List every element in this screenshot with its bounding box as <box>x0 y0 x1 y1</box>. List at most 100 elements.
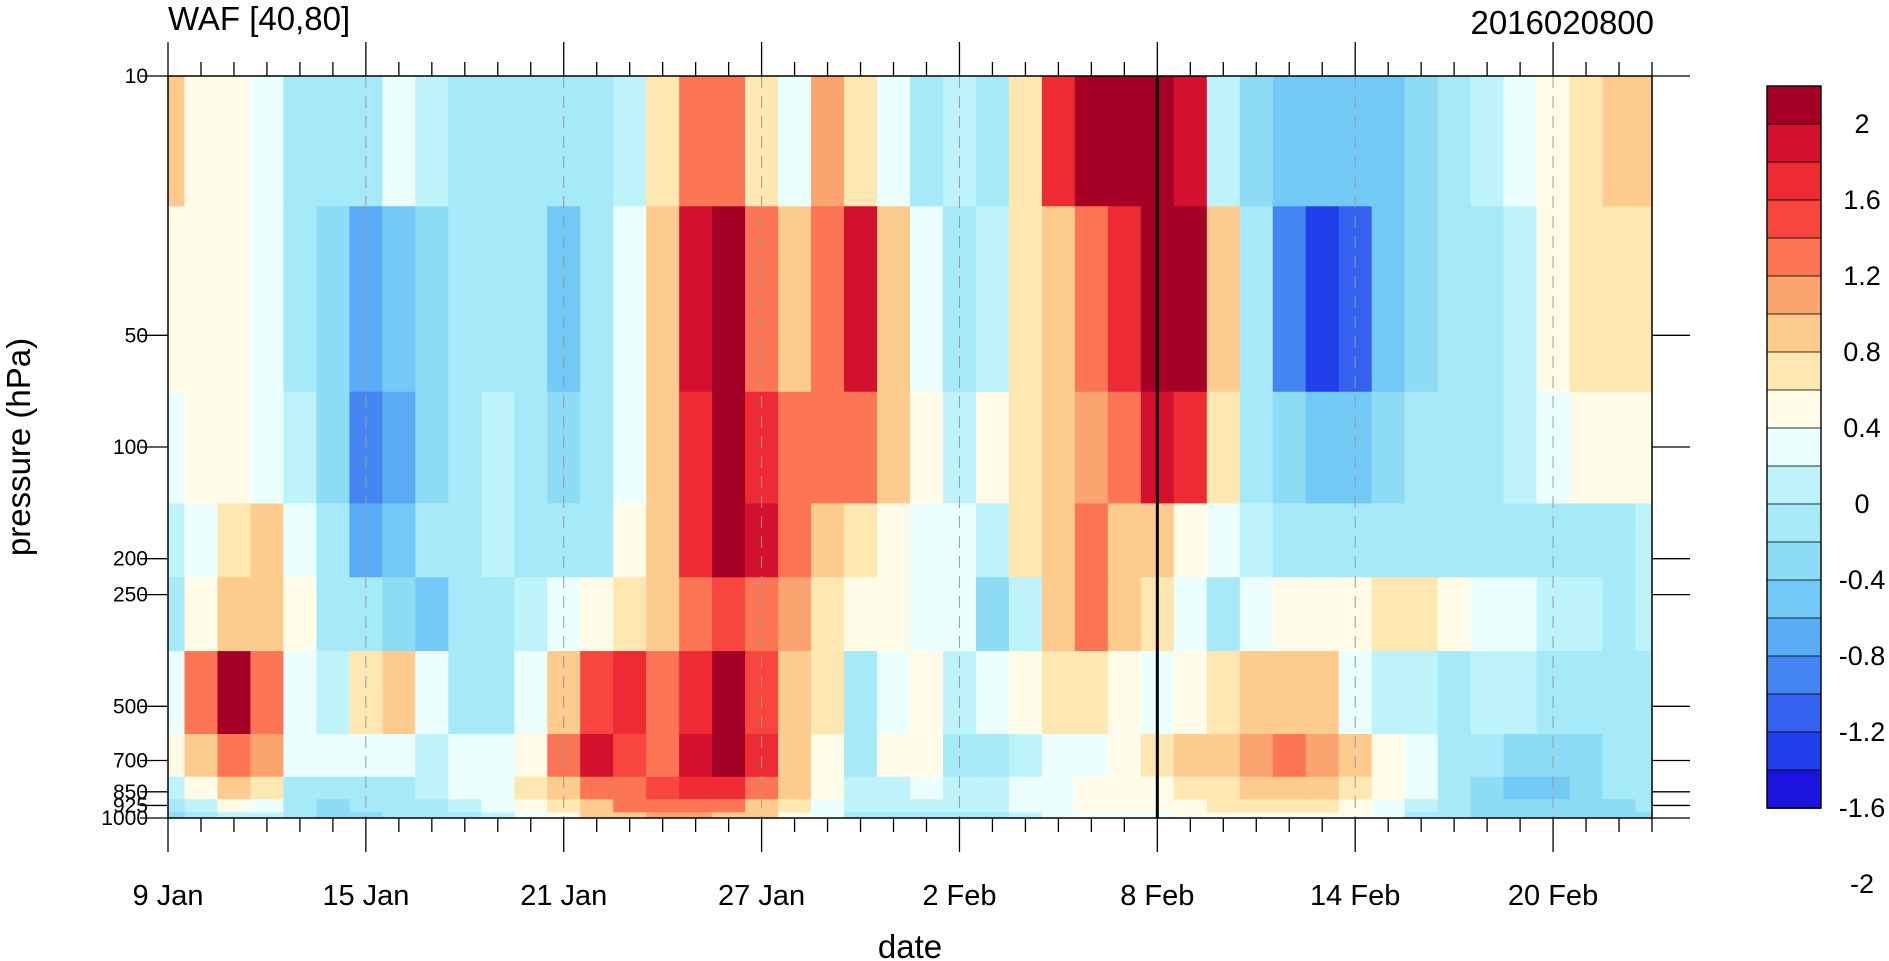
heatmap-cell <box>1173 205 1208 392</box>
heatmap-cell <box>1272 391 1307 504</box>
colorbar-tick-label: -0.8 <box>1839 641 1886 671</box>
heatmap-cell <box>1602 650 1637 735</box>
heatmap-cell <box>613 502 647 578</box>
heatmap-cell <box>448 650 482 735</box>
heatmap-cell <box>481 391 515 504</box>
heatmap-cell <box>613 650 647 735</box>
heatmap-cell <box>1470 205 1505 392</box>
heatmap-cell <box>1371 733 1406 777</box>
heatmap-cell <box>217 205 252 392</box>
heatmap-cell <box>1437 733 1472 777</box>
heatmap-cell <box>316 798 350 813</box>
heatmap-cell <box>975 205 1010 392</box>
heatmap-cell <box>415 733 449 777</box>
y-tick-label: 925 <box>113 794 148 817</box>
heatmap-cell <box>514 205 548 392</box>
x-tick-label: 14 Feb <box>1310 880 1400 912</box>
heatmap-cell <box>975 733 1010 777</box>
heatmap-cell <box>1074 798 1109 813</box>
heatmap-cell <box>217 391 252 504</box>
heatmap-cell <box>712 391 746 504</box>
heatmap-cell <box>1239 502 1274 578</box>
heatmap-cell <box>877 798 911 813</box>
heatmap-cell <box>1173 811 1208 818</box>
heatmap-cell <box>448 776 482 800</box>
heatmap-cell <box>1074 733 1109 777</box>
heatmap-cell <box>1173 502 1208 578</box>
heatmap-cell <box>283 76 317 207</box>
heatmap-cell <box>1371 76 1406 207</box>
heatmap-cell <box>1569 798 1604 813</box>
heatmap-cell <box>168 798 186 813</box>
heatmap-cell <box>1305 391 1340 504</box>
heatmap-cell <box>1371 776 1406 800</box>
heatmap-cell <box>283 502 317 578</box>
heatmap-cell <box>877 776 911 800</box>
heatmap-cell <box>745 811 779 818</box>
heatmap-cell <box>1008 798 1043 813</box>
x-tick-label: 27 Jan <box>718 880 805 912</box>
heatmap-cell <box>844 205 878 392</box>
colorbar-tick-label: -0.4 <box>1839 565 1886 595</box>
heatmap-cell <box>910 650 944 735</box>
heatmap-cell <box>1503 650 1538 735</box>
heatmap-cell <box>1437 576 1472 652</box>
heatmap-cell <box>1635 798 1652 813</box>
x-tick-label: 2 Feb <box>922 880 996 912</box>
heatmap-cell <box>712 576 746 652</box>
heatmap-cell <box>1041 576 1076 652</box>
heatmap-cell <box>217 733 252 777</box>
chart-title: WAF [40,80] <box>168 0 350 37</box>
heatmap-cell <box>1272 576 1307 652</box>
heatmap-cell <box>1602 76 1637 207</box>
heatmap-cell <box>283 811 317 818</box>
colorbar-swatch <box>1766 199 1822 239</box>
heatmap-cell <box>942 811 977 818</box>
heatmap-cell <box>1371 391 1406 504</box>
heatmap-cell <box>316 733 350 777</box>
heatmap-cell <box>613 798 647 813</box>
heatmap-cell <box>283 576 317 652</box>
heatmap-cell <box>910 391 944 504</box>
heatmap-cell <box>679 502 713 578</box>
heatmap-cell <box>1470 733 1505 777</box>
heatmap-cell <box>217 776 252 800</box>
heatmap-cell <box>1074 205 1109 392</box>
heatmap-cell <box>844 76 878 207</box>
heatmap-cell <box>250 811 285 818</box>
heatmap-cell <box>1602 776 1637 800</box>
heatmap-cell <box>613 576 647 652</box>
heatmap-cell <box>646 205 680 392</box>
colorbar-tick-label: -1.6 <box>1839 793 1886 823</box>
heatmap-cell <box>646 650 680 735</box>
heatmap-cell <box>877 205 911 392</box>
heatmap-cell <box>1602 733 1637 777</box>
heatmap-cell <box>712 733 746 777</box>
heatmap-cell <box>415 798 449 813</box>
colorbar-swatch <box>1766 617 1822 657</box>
heatmap-cell <box>910 576 944 652</box>
heatmap-cell <box>844 502 878 578</box>
heatmap-cell <box>184 650 219 735</box>
heatmap-cell <box>1305 776 1340 800</box>
colorbar-swatch <box>1766 503 1822 543</box>
heatmap-cell <box>1404 205 1439 392</box>
y-tick-label: 200 <box>113 548 148 571</box>
heatmap-cell <box>1470 798 1505 813</box>
heatmap-cell <box>679 811 713 818</box>
heatmap-cell <box>1569 776 1604 800</box>
heatmap-cell <box>1470 576 1505 652</box>
heatmap-cell <box>514 76 548 207</box>
heatmap-cell <box>283 391 317 504</box>
heatmap-cell <box>250 502 285 578</box>
heatmap-cell <box>316 391 350 504</box>
heatmap-cell <box>877 650 911 735</box>
heatmap-cell <box>778 798 812 813</box>
heatmap-cell <box>1239 650 1274 735</box>
heatmap-cell <box>778 733 812 777</box>
heatmap-cell <box>1206 205 1241 392</box>
plot-area: 9 Jan 15 Jan 21 Jan 27 Jan 2 Feb 8 Feb 14 Feb 2… <box>101 42 1690 912</box>
heatmap-cell <box>184 798 219 813</box>
heatmap-cell <box>448 391 482 504</box>
heatmap-cell <box>1503 811 1538 818</box>
